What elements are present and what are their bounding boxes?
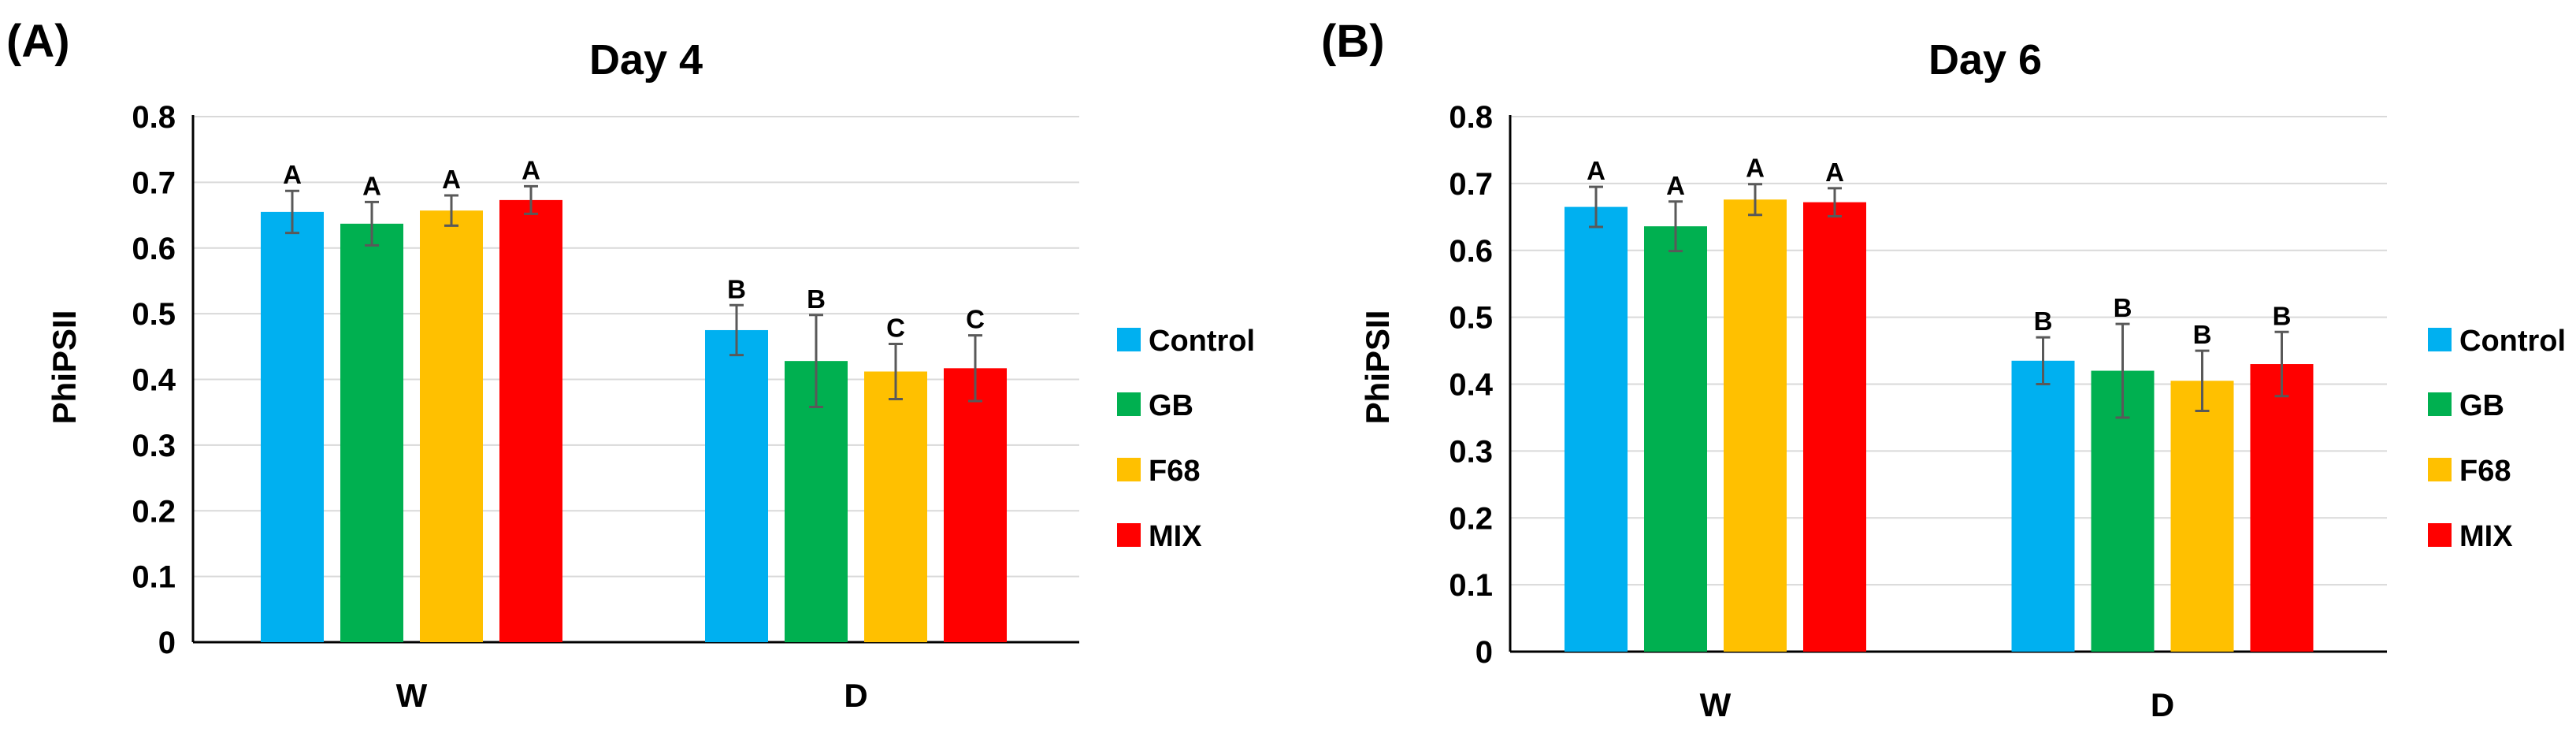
y-tick-label-b: 0.2 [1449,501,1493,536]
y-tick-label-b: 0.8 [1449,100,1493,135]
y-tick-label-a: 0.3 [132,429,176,463]
plot-area-b: 0 0.1 0.2 0.3 0.4 0.5 0.6 0.7 0.8 A A A A W B B B B D Contr… [1449,100,2566,723]
panel-a: (A) Day 4 PhiPSII 0 0.1 0.2 0.3 0.4 0.5 0.6 0.7… [6,16,1255,714]
significance-letter-b: B [2193,320,2212,349]
bar-f68-d-b [2170,381,2234,652]
significance-letter-b: B [2273,301,2292,330]
y-tick-label-b: 0.5 [1449,301,1493,336]
significance-letter-b: A [1666,171,1685,200]
y-tick-label-a: 0.5 [132,297,176,332]
y-tick-label-a: 0.1 [132,560,176,595]
panel-label-a: (A) [6,16,70,67]
bar-mix-w-b [1803,202,1866,652]
legend-swatch-mix-b [2428,523,2452,547]
legend-label-f68-a: F68 [1149,455,1200,488]
y-tick-label-a: 0.8 [132,100,176,135]
panel-label-b: (B) [1321,16,1385,67]
significance-letter-b: A [1587,156,1605,185]
legend-swatch-gb-b [2428,392,2452,416]
legend-swatch-f68-b [2428,458,2452,481]
legend-label-f68-b: F68 [2459,455,2511,488]
bar-control-w-a [261,211,324,642]
chart-title-a: Day 4 [589,36,703,84]
bar-control-w-b [1565,206,1628,652]
bar-f68-w-b [1724,199,1787,652]
legend-swatch-control-b [2428,328,2452,351]
significance-letter-b: A [1746,154,1765,183]
x-tick-label-d-b: D [2151,686,2174,723]
legend-swatch-gb-a [1117,392,1141,416]
significance-letter-a: B [807,284,826,314]
y-tick-label-b: 0.1 [1449,568,1493,603]
y-tick-label-a: 0.7 [132,165,176,200]
legend-swatch-mix-a [1117,523,1141,547]
x-tick-label-w-b: W [1700,686,1732,723]
significance-letter-a: A [442,165,461,194]
chart-title-b: Day 6 [1928,36,2042,84]
legend-label-mix-a: MIX [1149,520,1202,553]
y-tick-label-b: 0.4 [1449,368,1493,403]
panel-b: (B) Day 6 PhiPSII 0 0.1 0.2 0.3 0.4 0.5 0.6 0.7… [1321,16,2566,723]
bar-mix-d-b [2250,364,2314,652]
bar-mix-d-a [944,368,1007,642]
x-tick-label-d-a: D [844,677,867,714]
legend-label-gb-a: GB [1149,389,1193,422]
bar-f68-w-a [420,210,483,642]
y-tick-label-b: 0.6 [1449,234,1493,269]
y-axis-label-b: PhiPSII [1359,310,1396,425]
significance-letter-a: C [886,313,905,342]
legend-swatch-control-a [1117,328,1141,351]
x-tick-label-w-a: W [396,677,428,714]
bar-gb-w-b [1644,226,1707,652]
y-axis-label-a: PhiPSII [46,310,83,425]
plot-area-a: 0 0.1 0.2 0.3 0.4 0.5 0.6 0.7 0.8 A A A A W B B C C D Contr… [132,100,1255,714]
y-tick-label-b: 0.3 [1449,434,1493,469]
bar-control-d-b [2011,360,2075,652]
legend-swatch-f68-a [1117,458,1141,481]
y-tick-label-a: 0 [158,626,176,660]
significance-letter-b: B [2114,293,2132,322]
legend-label-gb-b: GB [2459,389,2504,422]
significance-letter-a: C [966,305,985,334]
significance-letter-a: A [522,155,540,184]
legend-label-control-a: Control [1149,325,1255,358]
y-tick-label-a: 0.6 [132,232,176,266]
significance-letter-a: A [362,171,381,200]
bar-control-d-a [705,329,768,642]
y-tick-label-a: 0.4 [132,363,176,398]
bar-gb-w-a [340,223,403,642]
legend-label-control-b: Control [2459,325,2566,358]
significance-letter-b: B [2034,307,2053,336]
legend-label-mix-b: MIX [2459,520,2513,553]
bar-f68-d-a [864,371,927,642]
significance-letter-a: A [283,160,302,189]
y-tick-label-a: 0.2 [132,494,176,529]
y-tick-label-b: 0 [1475,635,1493,670]
significance-letter-a: B [727,274,746,303]
bar-mix-w-a [499,199,562,643]
significance-letter-b: A [1825,158,1844,187]
y-tick-label-b: 0.7 [1449,167,1493,202]
